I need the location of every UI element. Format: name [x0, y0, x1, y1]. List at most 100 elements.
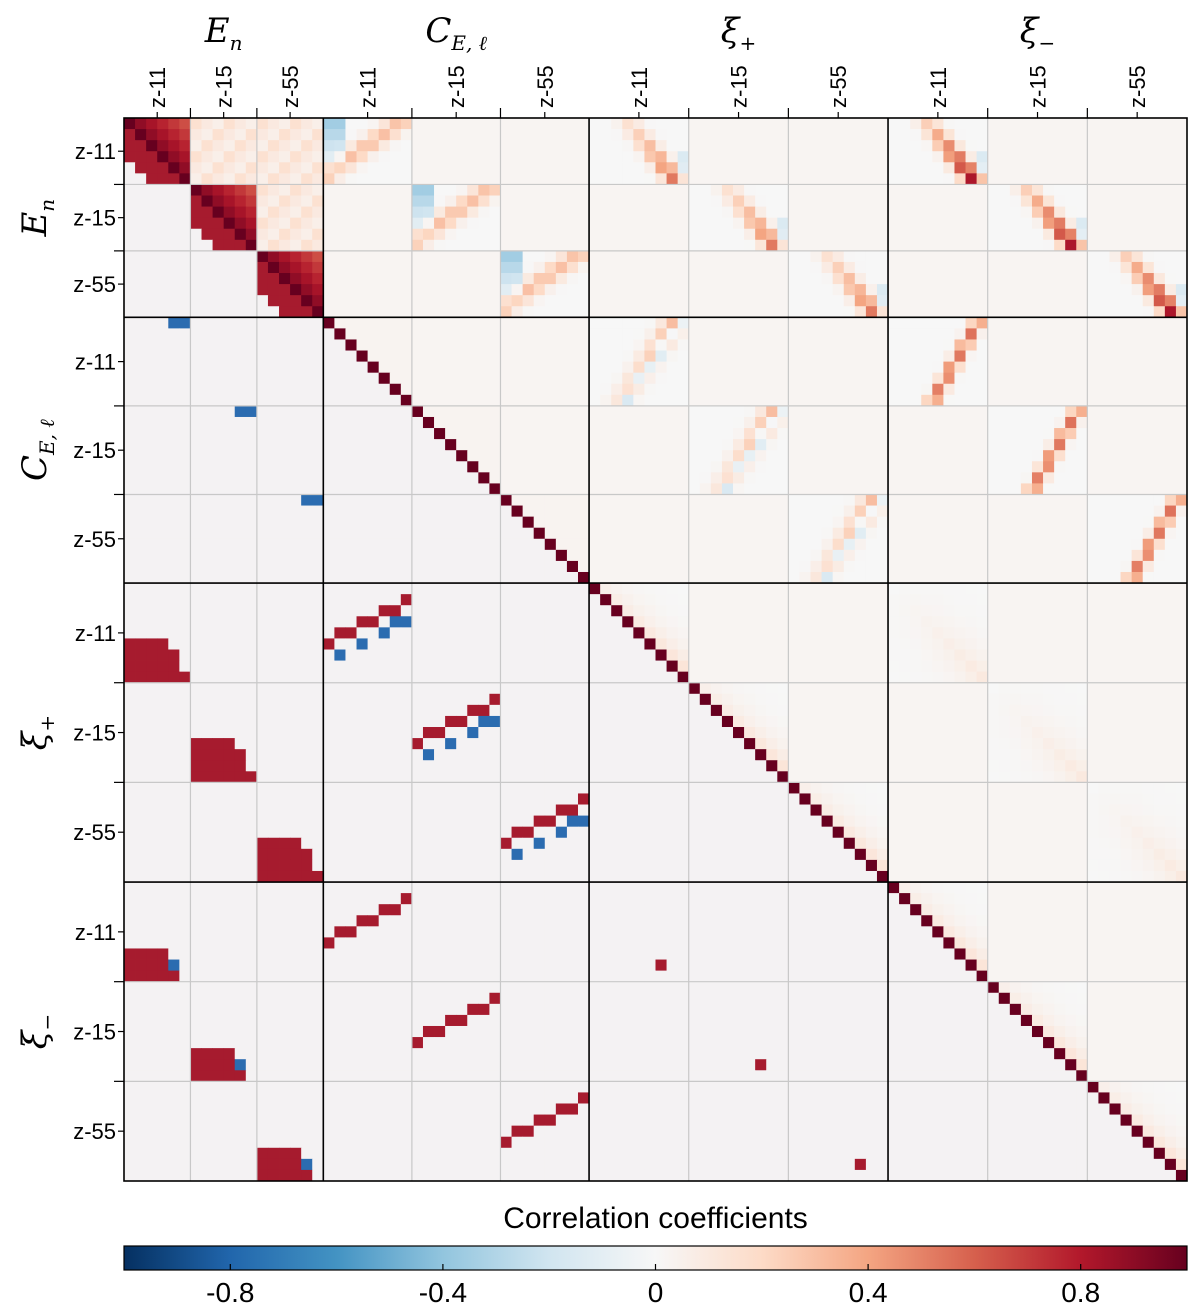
heatmap-cell — [954, 516, 966, 529]
heatmap-cell — [843, 206, 856, 219]
heatmap-cell — [400, 295, 413, 307]
heatmap-cell — [522, 505, 535, 518]
heatmap-cell — [422, 461, 435, 473]
heatmap-cell — [943, 328, 955, 340]
heatmap-cell — [223, 505, 236, 518]
heatmap-cell — [1109, 560, 1121, 573]
heatmap-cell — [710, 328, 723, 340]
heatmap-cell — [733, 317, 745, 329]
heatmap-cell — [478, 594, 490, 606]
heatmap-cell — [1020, 638, 1033, 650]
heatmap-cell — [234, 184, 247, 196]
heatmap-cell — [799, 306, 811, 318]
heatmap-cell — [234, 328, 247, 340]
heatmap-cell — [721, 494, 734, 506]
heatmap-cell — [267, 372, 280, 385]
heatmap-cell — [135, 328, 147, 340]
heatmap-cell — [888, 560, 900, 573]
heatmap-cell — [577, 494, 590, 506]
heatmap-cell — [500, 516, 512, 529]
heatmap-cell — [356, 328, 368, 340]
heatmap-cell — [389, 583, 402, 595]
heatmap-cell — [954, 616, 966, 628]
heatmap-cell — [611, 594, 623, 606]
heatmap-cell — [1175, 361, 1188, 374]
heatmap-cell — [954, 638, 966, 650]
heatmap-cell — [832, 594, 845, 606]
heatmap-cell — [921, 118, 933, 130]
heatmap-cell — [622, 439, 634, 451]
heatmap-cell — [555, 394, 568, 407]
heatmap-cell — [500, 339, 512, 351]
heatmap-cell — [821, 129, 834, 141]
heatmap-cell — [965, 416, 978, 429]
heatmap-cell — [367, 483, 380, 495]
heatmap-cell — [677, 339, 690, 351]
heatmap-cell — [644, 140, 656, 152]
heatmap-cell — [245, 361, 258, 374]
heatmap-cell — [1076, 527, 1088, 540]
heatmap-cell — [821, 162, 834, 174]
heatmap-cell — [1175, 162, 1188, 174]
heatmap-cell — [334, 527, 346, 540]
heatmap-cell — [1164, 527, 1177, 540]
heatmap-cell — [400, 339, 413, 351]
heatmap-cell — [865, 250, 878, 263]
heatmap-cell — [710, 162, 723, 174]
heatmap-cell — [699, 339, 712, 351]
heatmap-cell — [234, 306, 247, 318]
heatmap-cell — [301, 217, 313, 230]
heatmap-cell — [168, 350, 180, 362]
heatmap-cell — [411, 605, 424, 617]
heatmap-cell — [710, 140, 723, 152]
heatmap-cell — [500, 184, 512, 196]
heatmap-cell — [500, 250, 512, 263]
heatmap-cell — [190, 372, 202, 385]
heatmap-cell — [489, 284, 501, 296]
heatmap-cell — [777, 616, 789, 628]
heatmap-cell — [921, 273, 933, 285]
heatmap-cell — [522, 483, 535, 495]
heatmap-cell — [910, 250, 922, 263]
heatmap-cell — [987, 372, 1000, 385]
heatmap-cell — [478, 671, 490, 684]
heatmap-cell — [511, 405, 524, 418]
heatmap-cell — [832, 649, 845, 661]
heatmap-cell — [1142, 594, 1155, 606]
heatmap-cell — [721, 361, 734, 374]
heatmap-cell — [1054, 527, 1066, 540]
heatmap-cell — [622, 494, 634, 506]
heatmap-cell — [710, 660, 723, 673]
heatmap-cell — [356, 649, 368, 661]
heatmap-cell — [201, 173, 213, 185]
heatmap-cell — [821, 428, 834, 440]
heatmap-cell — [766, 339, 778, 351]
heatmap-cell — [511, 206, 524, 219]
heatmap-cell — [766, 583, 778, 595]
heatmap-cell — [876, 284, 889, 296]
heatmap-cell — [1065, 350, 1077, 362]
heatmap-cell — [998, 151, 1011, 163]
heatmap-cell — [124, 616, 136, 628]
heatmap-cell — [544, 527, 557, 540]
heatmap-cell — [611, 660, 623, 673]
heatmap-cell — [876, 306, 889, 318]
heatmap-cell — [699, 616, 712, 628]
heatmap-cell — [500, 450, 512, 462]
heatmap-cell — [1120, 638, 1133, 650]
heatmap-cell — [467, 428, 479, 440]
heatmap-cell — [1109, 129, 1121, 141]
heatmap-cell — [766, 605, 778, 617]
heatmap-cell — [378, 616, 391, 628]
heatmap-cell — [555, 151, 568, 163]
heatmap-cell — [124, 516, 136, 529]
heatmap-cell — [500, 416, 512, 429]
heatmap-cell — [544, 140, 557, 152]
heatmap-cell — [522, 571, 535, 584]
heatmap-cell — [279, 516, 291, 529]
heatmap-cell — [600, 383, 612, 396]
heatmap-cell — [644, 428, 656, 440]
heatmap-cell — [644, 627, 656, 639]
heatmap-cell — [843, 284, 856, 296]
heatmap-cell — [212, 682, 225, 695]
